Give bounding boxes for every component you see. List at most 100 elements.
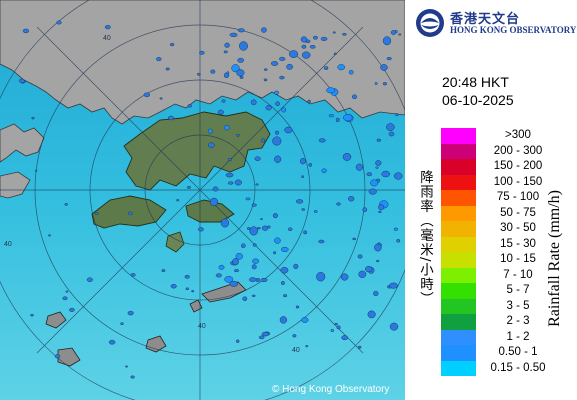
rain-echo: [380, 64, 388, 71]
rain-echo: [313, 210, 318, 213]
rain-echo: [357, 345, 362, 349]
rain-echo: [288, 227, 293, 231]
legend-swatch: [441, 314, 476, 330]
rain-echo: [280, 267, 289, 274]
rain-echo: [312, 35, 318, 40]
legend-range-label: 2 - 3: [506, 315, 530, 327]
rain-echo: [156, 57, 162, 62]
legend-range-label: 0.50 - 1: [498, 346, 538, 358]
rain-echo: [239, 41, 248, 51]
hko-logo: 香港天文台 HONG KONG OBSERVATORY: [415, 6, 576, 40]
legend-swatch: [441, 267, 476, 283]
rain-echo: [343, 113, 353, 122]
rain-echo: [337, 64, 346, 71]
rain-echo: [274, 155, 282, 163]
rain-echo: [210, 69, 216, 74]
rain-echo: [328, 114, 335, 118]
rain-echo: [378, 210, 382, 213]
rain-echo: [86, 277, 93, 282]
rain-echo: [386, 123, 395, 131]
rain-echo: [223, 125, 230, 131]
rain-echo: [108, 339, 116, 345]
rain-echo: [292, 334, 297, 338]
rain-echo: [302, 51, 311, 59]
rain-echo: [336, 325, 341, 330]
rain-echo: [381, 170, 390, 178]
legend-row: 3 - 5: [441, 298, 567, 314]
range-label: 40: [292, 347, 300, 354]
copyright-text: © Hong Kong Observatory: [272, 384, 390, 395]
rain-echo: [373, 290, 379, 297]
rain-echo: [191, 290, 195, 293]
rain-echo: [22, 28, 30, 34]
rain-echo: [368, 188, 377, 195]
rain-echo: [223, 50, 228, 54]
legend-range-label: 10 - 15: [500, 253, 536, 265]
rain-echo: [212, 186, 219, 192]
rain-echo: [340, 273, 349, 281]
rain-echo: [65, 290, 69, 293]
rain-echo: [330, 329, 334, 333]
rain-echo: [366, 172, 373, 177]
rain-echo: [362, 207, 368, 212]
rain-echo: [370, 179, 379, 187]
rain-echo: [375, 166, 379, 169]
rain-echo: [289, 50, 299, 58]
rain-echo: [104, 25, 111, 30]
rain-echo: [365, 266, 373, 273]
legend-swatch: [441, 236, 476, 252]
rain-echo: [374, 243, 382, 252]
rain-echo: [352, 237, 357, 241]
rain-echo: [263, 78, 268, 82]
rain-echo: [376, 138, 381, 142]
rain-echo: [229, 280, 239, 287]
radar-map[interactable]: 40 40 40 40 © Hong Kong Observatory: [0, 0, 405, 400]
legend-row: 5 - 7: [441, 283, 567, 299]
rain-echo: [56, 20, 62, 25]
rain-echo: [218, 264, 225, 270]
rain-echo: [220, 218, 230, 228]
rain-echo: [258, 335, 265, 340]
legend-row: 100 - 150: [441, 174, 567, 190]
outlying-island-5: [189, 299, 203, 313]
rain-echo: [390, 30, 397, 35]
rain-echo: [246, 227, 251, 230]
rain-echo: [388, 131, 395, 137]
rain-echo: [279, 316, 288, 324]
rainfall-legend: >300 200 - 300 150 - 200 100 - 150 75 - 100 5…: [441, 128, 567, 376]
rain-echo: [283, 294, 288, 298]
rain-echo: [209, 197, 219, 207]
legend-row: 2 - 3: [441, 314, 567, 330]
legend-swatch: [441, 221, 476, 237]
rain-echo: [224, 275, 234, 283]
rain-echo: [284, 126, 293, 134]
range-labels: 40 40 40 40: [4, 35, 300, 354]
rain-echo: [236, 133, 240, 137]
legend-swatch: [441, 159, 476, 175]
outlying-island-4: [57, 347, 81, 367]
legend-swatch: [441, 174, 476, 190]
rain-echo: [187, 185, 191, 189]
rain-echo: [130, 375, 135, 379]
legend-row: 15 - 30: [441, 236, 567, 252]
rain-echo: [334, 323, 338, 326]
rain-echo: [235, 339, 240, 343]
rain-echo: [357, 254, 363, 259]
rain-echo: [54, 354, 61, 359]
rain-echo: [143, 92, 151, 98]
rain-echo: [274, 237, 281, 244]
rain-echo: [242, 296, 248, 301]
logo-chinese-text: 香港天文台: [450, 12, 521, 27]
rain-echo: [245, 197, 251, 201]
rain-echo: [167, 115, 174, 121]
rain-echo: [305, 344, 309, 348]
legend-row: 1 - 2: [441, 329, 567, 345]
rain-echo: [318, 138, 326, 143]
rain-echo: [274, 90, 280, 95]
observation-time: 20:48 HKT: [442, 74, 509, 90]
rain-echo: [301, 208, 306, 211]
legend-row: 7 - 10: [441, 267, 567, 283]
rain-echo: [187, 104, 192, 108]
rain-echo: [127, 310, 134, 316]
rain-echo: [296, 199, 304, 204]
